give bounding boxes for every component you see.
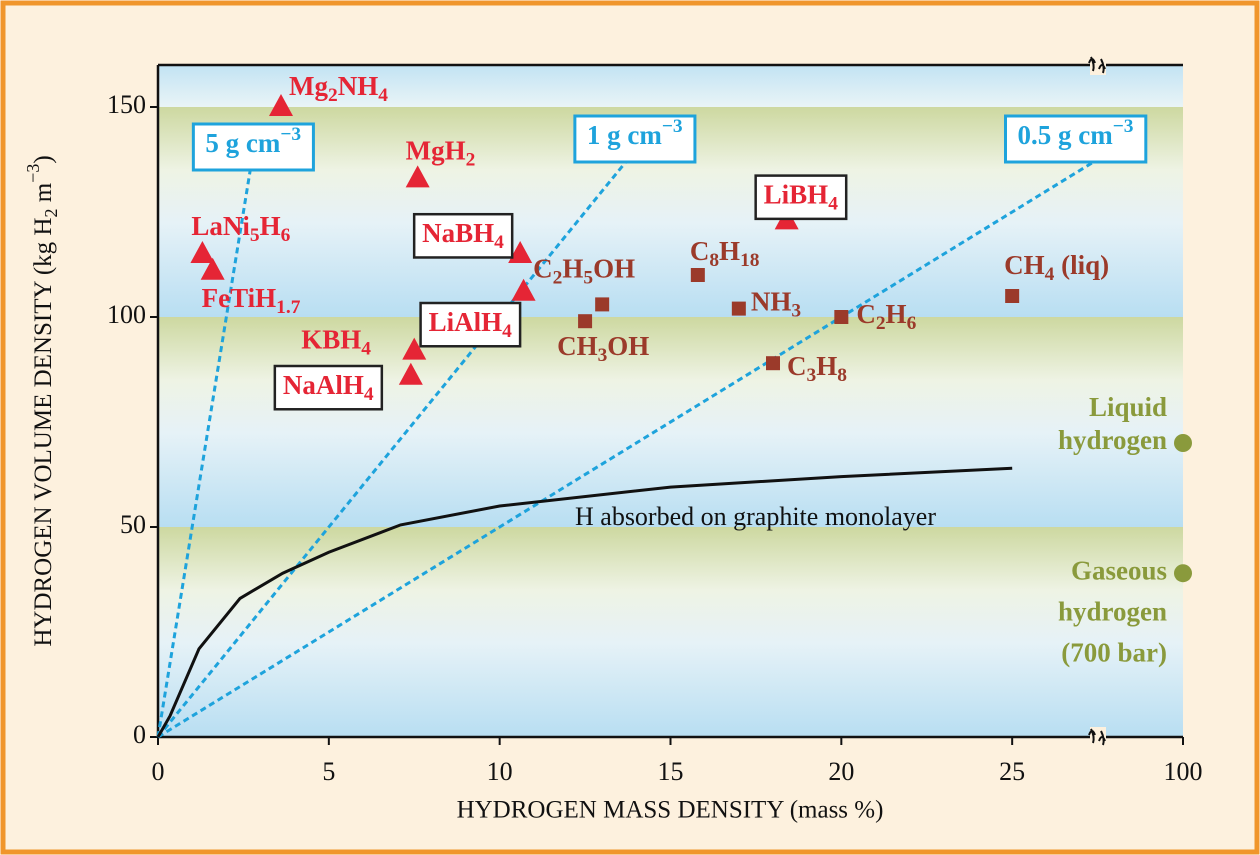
point-label: CH3OH [557,331,649,366]
axis-break [1088,728,1106,746]
y-tick-label: 150 [107,90,146,119]
axis-break [1088,56,1106,74]
marker [190,241,215,263]
grid-band [158,65,1183,107]
x-tick-label: 15 [658,757,684,786]
density-label: 1 g cm−3 [587,116,683,150]
point-label: NaBH4 [422,218,504,253]
marker [834,310,849,324]
curve-label: H absorbed on graphite monolayer [575,502,936,531]
marker [766,356,780,371]
marker [1174,564,1192,583]
point-label: LiBH4 [764,180,839,215]
x-tick-label: 0 [152,757,165,786]
point-label: hydrogen [1058,596,1167,626]
marker [200,257,225,280]
marker [731,301,746,316]
marker [405,165,430,188]
point-label: LaNi5H6 [191,211,290,246]
marker [511,278,536,301]
point-label-box [412,212,514,259]
point-label: hydrogen [1058,425,1167,455]
point-label: Gaseous [1071,555,1167,585]
point-label-box [419,301,522,348]
y-tick-label: 100 [107,300,146,329]
marker [269,94,293,116]
point-label: C2H5OH [533,254,635,289]
y-axis-title: HYDROGEN VOLUME DENSITY (kg H2 m−3) [23,155,61,646]
marker [595,297,610,312]
point-label: NH3 [751,287,802,322]
x-tick-label: 5 [322,757,335,786]
density-line [157,160,1095,739]
marker [578,314,593,329]
marker [508,241,533,263]
x-tick-label: 25 [999,757,1025,786]
point-label: C2H6 [856,299,916,334]
point-label: C8H18 [690,236,760,271]
point-label: CH4 (liq) [1004,250,1109,285]
marker [398,362,423,385]
point-label: Liquid [1089,392,1167,422]
point-label-box [273,364,384,411]
density-label-box [573,114,697,164]
density-label: 5 g cm−3 [205,124,301,158]
x-axis-title: HYDROGEN MASS DENSITY (mass %) [457,797,884,824]
density-label: 0.5 g cm−3 [1018,116,1134,150]
density-line [156,169,252,738]
marker [402,337,427,360]
y-tick-label: 0 [133,720,146,749]
marker [690,268,705,282]
point-label: LiAlH4 [429,307,513,342]
x-tick-label: 10 [487,757,513,786]
x-tick-label: 20 [828,757,854,786]
plot: 0 50 100 150 0 5 10 15 20 25 100 5 g cm−3 1 g cm−3 0.… [107,55,1203,786]
point-label: Mg2NH4 [289,71,388,106]
point-label: (700 bar) [1061,637,1167,667]
marker [1005,289,1020,303]
density-label-box [1004,114,1148,164]
point-label: KBH4 [301,325,371,360]
y-tick-label: 50 [120,510,146,539]
marker [1174,434,1192,452]
point-label: MgH2 [406,136,476,171]
x-tick-label: 100 [1164,757,1203,786]
density-line [156,161,627,738]
point-label: NaAlH4 [283,370,374,405]
point-label: FeTiH1.7 [202,283,301,318]
point-label: C3H8 [787,351,847,386]
curve [156,466,1013,738]
point-label-box [754,174,848,221]
density-label-box [191,122,315,172]
